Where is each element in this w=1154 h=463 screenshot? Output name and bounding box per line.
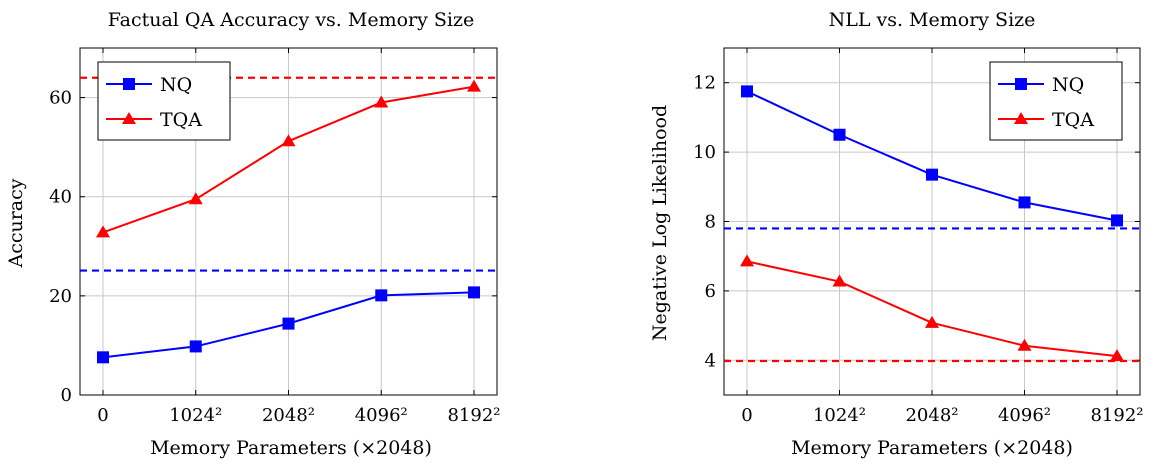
nll-x-tick-label: 8192² [1090, 405, 1143, 426]
nll-nq-point [926, 168, 938, 181]
accuracy-x-tick-label: 4096² [355, 405, 408, 426]
accuracy-chart: Factual QA Accuracy vs. Memory Size Memo… [5, 9, 501, 459]
accuracy-series-nq [97, 286, 480, 364]
nll-nq-point [741, 85, 753, 98]
nll-legend-box [989, 61, 1123, 141]
nll-nq-point [1018, 196, 1031, 209]
nll-chart: NLL vs. Memory Size Memory Parameters (×… [649, 9, 1144, 459]
nll-tqa-point [832, 274, 847, 287]
nll-legend-label: TQA [1052, 109, 1094, 131]
nll-x-tick-label: 4096² [998, 405, 1051, 426]
accuracy-chart-ylabel: Accuracy [5, 178, 27, 268]
nll-x-tick-label: 0 [741, 405, 752, 426]
accuracy-tqa-point [467, 79, 481, 92]
accuracy-legend-box [97, 61, 231, 141]
accuracy-legend-label: TQA [160, 109, 202, 131]
nll-legend-swatch-marker [1015, 78, 1027, 90]
accuracy-nq-point [468, 286, 480, 299]
accuracy-legend-swatch-marker [122, 112, 136, 124]
accuracy-chart-title: Factual QA Accuracy vs. Memory Size [108, 9, 475, 31]
nll-legend: NQ TQA [989, 61, 1123, 141]
nll-y-tick-label: 8 [705, 212, 716, 233]
nll-legend-swatch-marker [1014, 112, 1028, 124]
accuracy-tqa-point [96, 225, 110, 238]
accuracy-x-tick-label: 0 [97, 405, 108, 426]
accuracy-legend-label: NQ [160, 74, 192, 96]
accuracy-legend-swatch-marker [123, 78, 135, 90]
accuracy-nq-point [189, 340, 202, 353]
accuracy-y-tick-label: 20 [49, 286, 72, 307]
accuracy-x-tick-label: 2048² [262, 405, 315, 426]
nll-series-tqa [740, 254, 1124, 362]
nll-tqa-point [925, 315, 939, 328]
nll-tqa-point [1017, 338, 1032, 351]
nll-x-tick-label: 2048² [905, 405, 958, 426]
accuracy-y-tick-label: 0 [61, 385, 72, 406]
nll-y-tick-label: 10 [693, 142, 716, 163]
accuracy-legend: NQ TQA [97, 61, 231, 141]
accuracy-y-tick-label: 60 [49, 88, 72, 109]
nll-chart-ylabel: Negative Log Likelihood [649, 105, 671, 341]
accuracy-nq-point [282, 317, 295, 330]
accuracy-tqa-point [281, 134, 296, 147]
accuracy-nq-point [97, 351, 109, 364]
accuracy-y-tick-label: 40 [49, 187, 72, 208]
accuracy-x-tick-label: 1024² [169, 405, 222, 426]
nll-tqa-point [1110, 349, 1124, 362]
accuracy-tqa-point [188, 192, 203, 205]
accuracy-tqa-point [374, 95, 389, 108]
nll-series-nq [741, 85, 1123, 227]
accuracy-chart-xlabel: Memory Parameters (×2048) [150, 437, 432, 459]
nll-y-tick-label: 6 [705, 281, 716, 302]
accuracy-series-tqa [96, 79, 481, 238]
accuracy-x-tick-label: 8192² [447, 405, 500, 426]
nll-nq-point [1111, 214, 1123, 227]
nll-x-tick-label: 1024² [813, 405, 866, 426]
nll-y-tick-label: 12 [693, 73, 716, 94]
nll-chart-xlabel: Memory Parameters (×2048) [791, 437, 1073, 459]
accuracy-nq-point [375, 289, 388, 302]
nll-chart-title: NLL vs. Memory Size [829, 9, 1036, 31]
nll-legend-label: NQ [1052, 74, 1084, 96]
nll-tqa-point [740, 254, 754, 267]
nll-nq-point [833, 128, 846, 141]
nll-y-tick-label: 4 [705, 350, 716, 371]
